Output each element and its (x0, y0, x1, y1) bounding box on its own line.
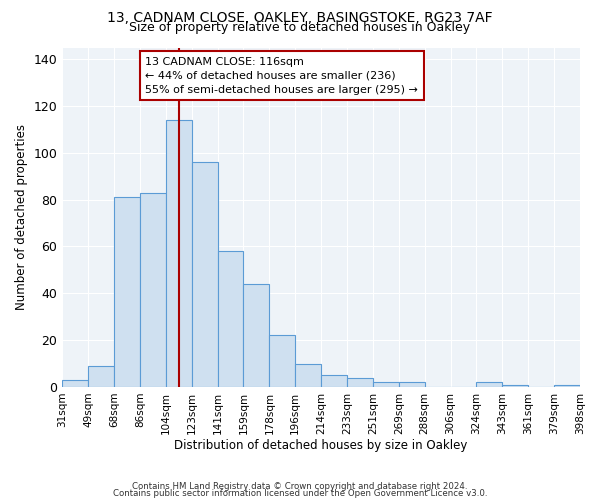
Text: Contains HM Land Registry data © Crown copyright and database right 2024.: Contains HM Land Registry data © Crown c… (132, 482, 468, 491)
Bar (373, 382, 399, 387)
Bar (347, 378, 373, 387)
Bar (88, 366, 114, 387)
Y-axis label: Number of detached properties: Number of detached properties (15, 124, 28, 310)
Bar (140, 192, 166, 387)
Text: 13, CADNAM CLOSE, OAKLEY, BASINGSTOKE, RG23 7AF: 13, CADNAM CLOSE, OAKLEY, BASINGSTOKE, R… (107, 11, 493, 25)
Bar (554, 384, 580, 387)
Text: Size of property relative to detached houses in Oakley: Size of property relative to detached ho… (130, 22, 470, 35)
Text: 13 CADNAM CLOSE: 116sqm
← 44% of detached houses are smaller (236)
55% of semi-d: 13 CADNAM CLOSE: 116sqm ← 44% of detache… (145, 57, 418, 95)
Bar (269, 336, 295, 387)
Bar (166, 120, 192, 387)
Bar (399, 382, 425, 387)
Text: Contains public sector information licensed under the Open Government Licence v3: Contains public sector information licen… (113, 489, 487, 498)
Bar (476, 382, 502, 387)
Bar (114, 198, 140, 387)
Bar (192, 162, 218, 387)
Bar (295, 364, 321, 387)
Bar (502, 384, 528, 387)
Bar (321, 376, 347, 387)
Bar (218, 251, 244, 387)
Bar (244, 284, 269, 387)
Bar (62, 380, 88, 387)
X-axis label: Distribution of detached houses by size in Oakley: Distribution of detached houses by size … (175, 440, 468, 452)
